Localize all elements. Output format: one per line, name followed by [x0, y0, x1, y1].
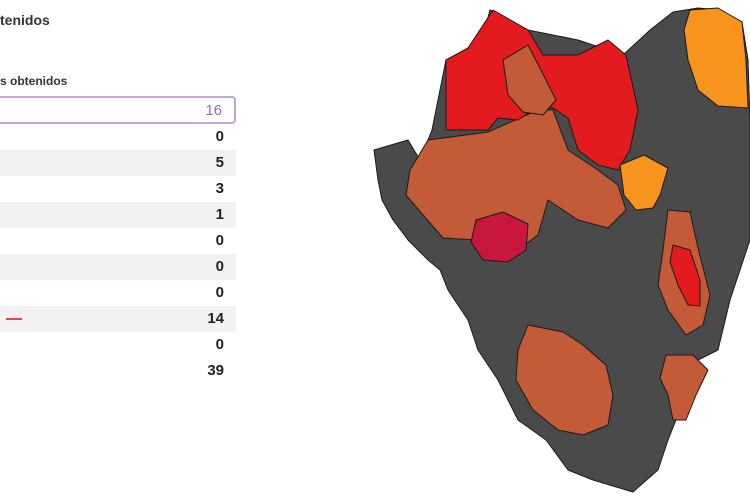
region-center-east — [619, 154, 669, 211]
results-list: 16 0 5 3 1 0 0 0 14 0 39 — [0, 96, 236, 384]
result-row-4: 3 — [0, 176, 236, 202]
party-color-swatch — [6, 318, 22, 320]
result-row-8: 0 — [0, 280, 236, 306]
region-southeast — [659, 354, 709, 421]
region-east-red — [669, 244, 701, 307]
result-value-5: 1 — [215, 206, 224, 223]
result-value-6: 0 — [215, 232, 224, 249]
result-value-9: 14 — [207, 310, 224, 327]
result-row-7: 0 — [0, 254, 236, 280]
result-value-4: 3 — [215, 180, 224, 197]
result-value-1: 16 — [205, 102, 222, 119]
region-west-crimson — [470, 211, 529, 263]
result-row-9: 14 — [0, 306, 236, 332]
district-map — [373, 7, 750, 493]
result-total-row: 39 — [0, 358, 236, 384]
results-subtitle: s obtenidos — [0, 74, 68, 88]
result-value-8: 0 — [215, 284, 224, 301]
result-row-2: 0 — [0, 124, 236, 150]
result-value-10: 0 — [215, 336, 224, 353]
region-central — [405, 109, 627, 251]
result-value-7: 0 — [215, 258, 224, 275]
page-title: tenidos — [0, 12, 50, 28]
result-row-6: 0 — [0, 228, 236, 254]
result-row-3: 5 — [0, 150, 236, 176]
region-north-inner — [502, 44, 557, 116]
result-row-1[interactable]: 16 — [0, 96, 236, 124]
region-southwest — [515, 324, 614, 436]
result-row-5: 1 — [0, 202, 236, 228]
result-total-value: 39 — [207, 362, 224, 379]
result-row-10: 0 — [0, 332, 236, 358]
region-northeast — [683, 7, 749, 109]
result-value-2: 0 — [215, 128, 224, 145]
result-value-3: 5 — [215, 154, 224, 171]
